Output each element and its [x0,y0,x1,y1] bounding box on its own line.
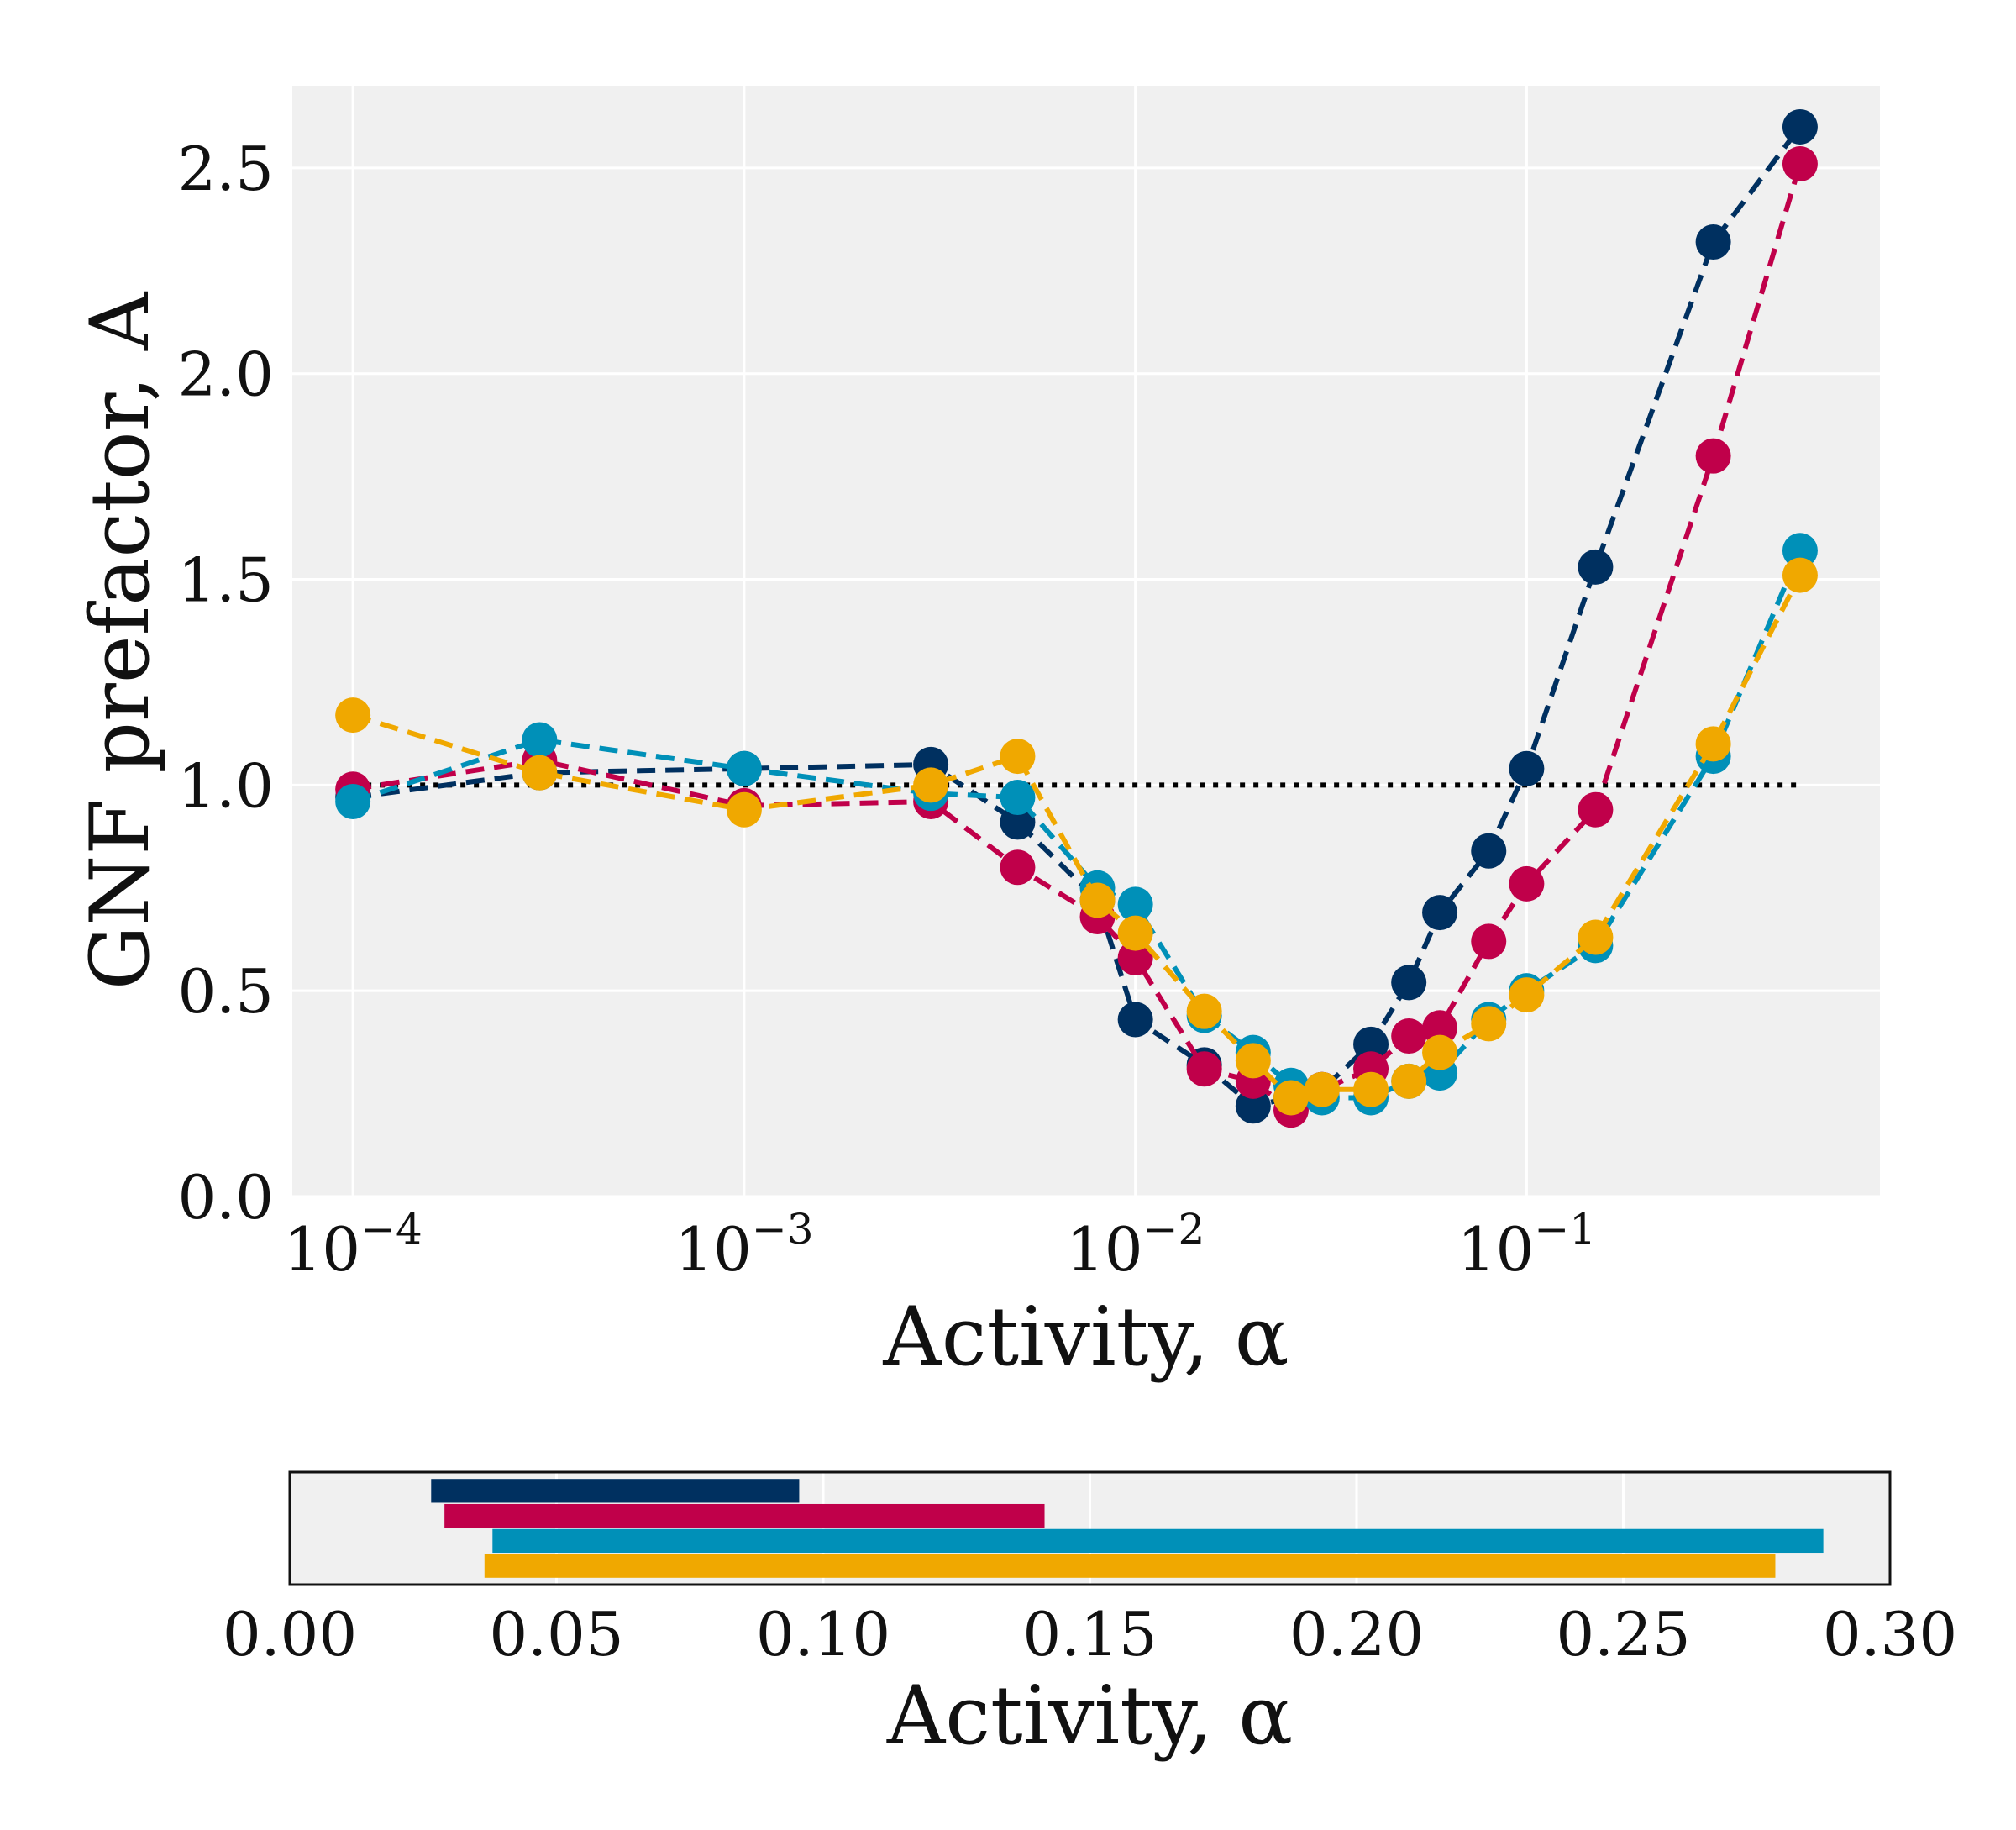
series-3-point-4 [1000,780,1036,816]
range-x-tick-6: 0.30 [1823,1599,1957,1670]
series-3-point-0 [335,783,371,819]
main-y-tick-2: 1.0 [177,750,274,821]
series-4-point-7 [1186,993,1222,1029]
range-x-axis-label: Activity, α [886,1669,1293,1763]
series-2-point-17 [1695,438,1731,474]
series-1-point-6 [1117,1002,1153,1038]
series-4-point-8 [1235,1043,1271,1079]
main-y-tick-0: 0.0 [177,1162,274,1233]
main-y-tick-labels: 0.0 0.5 1.0 1.5 2.0 2.5 [177,134,274,1233]
series-1-point-8 [1235,1088,1271,1124]
series-4-point-16 [1578,919,1614,955]
series-4-point-15 [1509,977,1545,1013]
series-2-point-14 [1471,923,1507,960]
series-1-point-13 [1422,895,1458,931]
series-1-point-16 [1578,549,1614,585]
series-4-point-4 [1000,739,1036,775]
series-3-point-2 [726,750,762,786]
series-1-point-14 [1471,833,1507,869]
series-4-point-0 [335,697,371,734]
main-x-tick-2: 10−2 [1066,1205,1205,1285]
main-x-tick-1: 10−3 [675,1205,813,1285]
series-3-point-18 [1782,533,1818,569]
range-bar-3 [492,1528,1824,1554]
series-4-point-14 [1471,1006,1507,1042]
series-2-point-13 [1422,1010,1458,1046]
range-chart: 0.00 0.05 0.10 0.15 0.20 0.25 0.30 Activity, α [223,1470,1957,1763]
range-bar-2 [444,1503,1045,1528]
main-chart: 10−4 10−3 10−2 10−1 0.0 0.5 1.0 1.5 2.0 2.5 Acti… [73,86,1880,1384]
range-x-tick-labels: 0.00 0.05 0.10 0.15 0.20 0.25 0.30 [223,1599,1957,1670]
series-4-point-11 [1353,1071,1389,1107]
series-4-point-2 [726,791,762,828]
series-1-point-17 [1695,224,1731,260]
main-y-tick-3: 1.5 [177,545,274,616]
series-4-point-5 [1079,882,1116,918]
main-x-axis-label: Activity, α [882,1290,1289,1384]
main-y-axis-label: GNF prefactor, A [73,291,167,990]
series-2-point-7 [1186,1051,1222,1087]
series-4-point-13 [1422,1034,1458,1070]
series-2-point-6 [1117,940,1153,976]
series-2-point-18 [1782,146,1818,182]
main-x-tick-labels: 10−4 10−3 10−2 10−1 [283,1205,1596,1285]
series-2-point-15 [1509,865,1545,902]
range-x-tick-3: 0.15 [1022,1599,1157,1670]
series-1-point-12 [1391,965,1427,1001]
series-1-point-11 [1353,1026,1389,1062]
series-4-point-3 [913,767,949,803]
series-2-point-12 [1391,1018,1427,1054]
range-x-tick-5: 0.25 [1556,1599,1690,1670]
series-4-point-12 [1391,1063,1427,1099]
series-4 [335,557,1818,1116]
series-4-point-10 [1304,1071,1340,1107]
series-1-point-4 [1000,804,1036,840]
series-4-point-17 [1695,726,1731,762]
main-x-tick-3: 10−1 [1457,1205,1596,1285]
range-x-tick-1: 0.05 [489,1599,623,1670]
series-1-point-15 [1509,750,1545,786]
range-bars-group [431,1479,1824,1578]
range-plot-frame [288,1470,1892,1586]
main-y-tick-5: 2.5 [177,134,274,204]
range-bar-1 [431,1479,800,1503]
series-4-point-18 [1782,557,1818,593]
main-series-group [335,108,1818,1128]
main-x-tick-0: 10−4 [283,1205,422,1285]
range-x-tick-2: 0.10 [756,1599,890,1670]
main-plot-area [292,86,1880,1196]
main-y-tick-1: 0.5 [177,956,274,1027]
series-4-point-6 [1117,915,1153,951]
series-4-point-1 [522,755,558,791]
series-3-point-1 [522,722,558,758]
series-1-point-18 [1782,108,1818,145]
series-4-point-9 [1273,1080,1309,1116]
series-2-point-4 [1000,849,1036,886]
main-y-tick-4: 2.0 [177,339,274,410]
series-2-point-16 [1578,791,1614,828]
range-x-tick-4: 0.20 [1289,1599,1424,1670]
series-3-point-6 [1117,886,1153,923]
range-bar-4 [484,1554,1776,1578]
range-x-tick-0: 0.00 [223,1599,357,1670]
